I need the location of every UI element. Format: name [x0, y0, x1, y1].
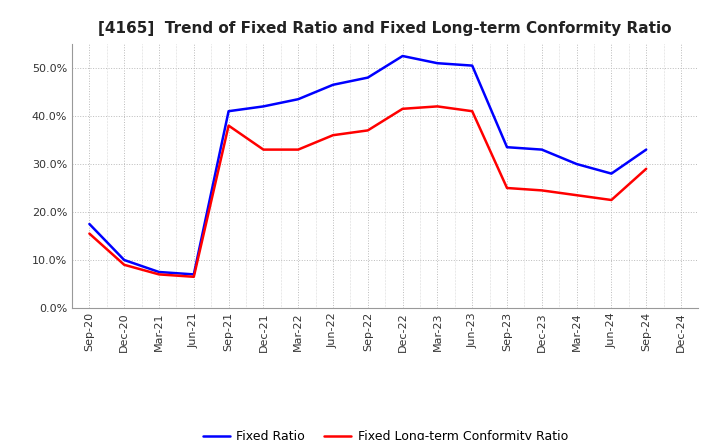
Fixed Long-term Conformity Ratio	[468, 109, 477, 114]
Fixed Long-term Conformity Ratio	[537, 188, 546, 193]
Legend: Fixed Ratio, Fixed Long-term Conformity Ratio: Fixed Ratio, Fixed Long-term Conformity …	[197, 425, 573, 440]
Fixed Long-term Conformity Ratio	[85, 231, 94, 236]
Fixed Long-term Conformity Ratio	[398, 106, 407, 111]
Fixed Ratio	[433, 61, 442, 66]
Fixed Ratio	[225, 109, 233, 114]
Fixed Long-term Conformity Ratio	[572, 193, 581, 198]
Fixed Ratio	[155, 269, 163, 275]
Fixed Ratio	[85, 221, 94, 227]
Fixed Long-term Conformity Ratio	[433, 104, 442, 109]
Fixed Long-term Conformity Ratio	[503, 185, 511, 191]
Fixed Ratio	[259, 104, 268, 109]
Fixed Long-term Conformity Ratio	[225, 123, 233, 128]
Fixed Ratio	[468, 63, 477, 68]
Fixed Ratio	[398, 53, 407, 59]
Fixed Ratio	[328, 82, 337, 88]
Fixed Long-term Conformity Ratio	[155, 272, 163, 277]
Line: Fixed Long-term Conformity Ratio: Fixed Long-term Conformity Ratio	[89, 106, 647, 277]
Fixed Ratio	[572, 161, 581, 167]
Fixed Long-term Conformity Ratio	[189, 274, 198, 279]
Fixed Ratio	[537, 147, 546, 152]
Fixed Long-term Conformity Ratio	[294, 147, 302, 152]
Fixed Long-term Conformity Ratio	[607, 198, 616, 203]
Fixed Ratio	[503, 145, 511, 150]
Fixed Long-term Conformity Ratio	[259, 147, 268, 152]
Fixed Ratio	[607, 171, 616, 176]
Fixed Ratio	[189, 272, 198, 277]
Fixed Long-term Conformity Ratio	[120, 262, 129, 268]
Line: Fixed Ratio: Fixed Ratio	[89, 56, 647, 275]
Fixed Ratio	[120, 257, 129, 263]
Fixed Ratio	[642, 147, 651, 152]
Title: [4165]  Trend of Fixed Ratio and Fixed Long-term Conformity Ratio: [4165] Trend of Fixed Ratio and Fixed Lo…	[99, 21, 672, 36]
Fixed Long-term Conformity Ratio	[328, 132, 337, 138]
Fixed Long-term Conformity Ratio	[642, 166, 651, 172]
Fixed Ratio	[294, 96, 302, 102]
Fixed Long-term Conformity Ratio	[364, 128, 372, 133]
Fixed Ratio	[364, 75, 372, 80]
